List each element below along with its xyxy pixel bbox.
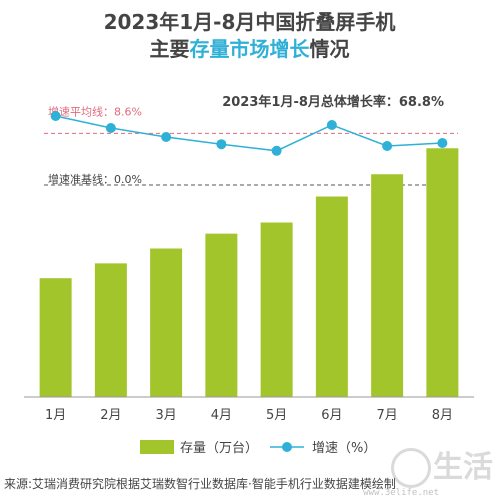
x-tick-label: 3月 [155, 408, 176, 423]
growth-point-6 [326, 120, 337, 130]
growth-point-2 [105, 123, 116, 133]
x-tick-label: 8月 [432, 408, 453, 423]
chart-title-line2: 主要存量市场增长情况 [0, 33, 499, 62]
watermark-url: www.3elife.net [363, 488, 439, 498]
title-prefix: 主要 [149, 37, 190, 61]
legend-line-marker [282, 442, 292, 452]
title-suffix: 情况 [309, 37, 350, 61]
x-tick-label: 7月 [376, 408, 397, 423]
growth-point-1 [50, 111, 61, 121]
bar-4 [205, 233, 238, 397]
legend-bar-swatch [140, 440, 174, 454]
title-highlight: 存量市场增长 [189, 37, 310, 61]
x-tick-label: 5月 [266, 408, 287, 423]
x-tick-label: 1月 [45, 408, 66, 423]
growth-point-4 [216, 139, 227, 150]
bar-1 [39, 278, 72, 397]
growth-point-8 [437, 138, 448, 148]
total-growth-label: 2023年1月-8月总体增长率：68.8% [222, 94, 444, 110]
growth-point-7 [382, 141, 393, 151]
bar-2 [94, 263, 127, 397]
base-growth-label: 增速准基线：0.0% [48, 172, 142, 186]
bar-6 [315, 196, 348, 397]
bar-7 [371, 174, 404, 397]
bar-8 [426, 148, 459, 397]
watermark-logo: 生活 [391, 442, 493, 488]
chart-title-line1: 2023年1月-8月中国折叠屏手机 [103, 10, 396, 34]
legend-line-label: 增速（%） [312, 441, 376, 456]
watermark-circle-icon [391, 448, 431, 488]
x-tick-label: 4月 [211, 408, 232, 423]
watermark-text: 生活 [433, 449, 493, 485]
bar-5 [260, 222, 293, 397]
growth-line [55, 115, 443, 152]
legend-bar-label: 存量（万台） [180, 441, 258, 456]
source-footnote: 来源:艾瑞消费研究院根据艾瑞数智行业数据库·智能手机行业数据建模绘制 [4, 477, 396, 491]
avg-growth-label: 增速平均线：8.6% [48, 104, 142, 118]
x-tick-label: 6月 [321, 408, 342, 423]
bar-3 [150, 248, 183, 397]
growth-point-5 [271, 145, 282, 156]
growth-point-3 [161, 132, 172, 142]
x-tick-label: 2月 [100, 408, 121, 423]
